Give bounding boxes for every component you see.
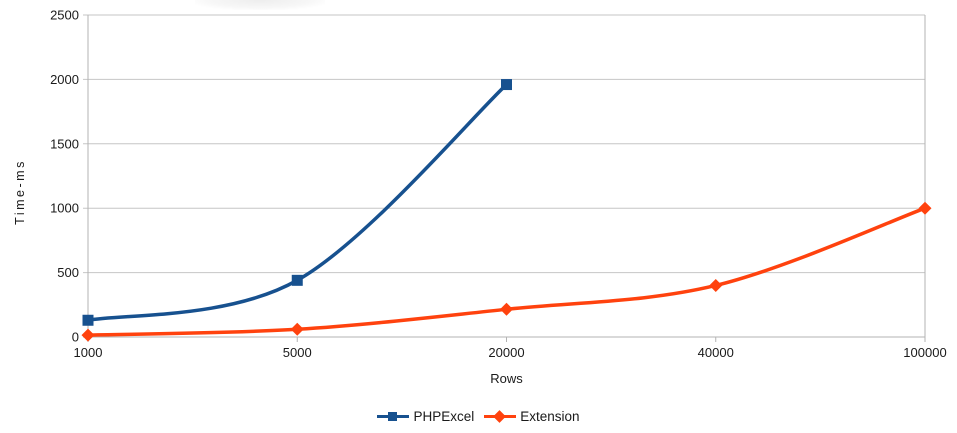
y-axis-title: Time-ms xyxy=(13,159,27,225)
series-line-extension xyxy=(86,206,927,337)
legend-marker-extension-icon xyxy=(484,409,517,423)
legend-item-extension: Extension xyxy=(484,408,580,424)
y-tick-label: 2500 xyxy=(50,8,79,23)
legend-square-icon xyxy=(388,411,398,421)
x-tick-label: 40000 xyxy=(698,345,734,360)
marker-extension xyxy=(81,328,95,342)
marker-phpexcel xyxy=(501,79,512,91)
y-tick-label: 1500 xyxy=(50,136,79,151)
legend-marker-phpexcel-icon xyxy=(377,410,410,423)
legend-item-phpexcel: PHPExcel xyxy=(377,409,474,424)
y-tick-label: 1000 xyxy=(50,201,79,216)
x-tick-label: 5000 xyxy=(283,345,312,360)
x-tick-label: 1000 xyxy=(74,345,103,360)
y-tick-label: 0 xyxy=(72,330,79,345)
y-tick-label: 500 xyxy=(57,265,79,280)
marker-extension xyxy=(500,302,513,316)
marker-phpexcel xyxy=(291,274,303,286)
marker-extension xyxy=(709,278,723,292)
y-tick-label: 2000 xyxy=(50,72,79,87)
x-axis-title: Rows xyxy=(490,371,523,386)
legend-label-phpexcel: PHPExcel xyxy=(413,408,475,424)
marker-phpexcel xyxy=(82,314,94,326)
legend-label-extension: Extension xyxy=(520,408,580,424)
marker-extension xyxy=(918,201,932,215)
legend-diamond-icon xyxy=(493,409,507,423)
x-tick-label: 20000 xyxy=(488,345,524,360)
series-line-phpexcel xyxy=(86,82,509,323)
marker-extension xyxy=(290,322,304,336)
legend: PHPExcel Extension xyxy=(0,405,957,427)
x-tick-label: 100000 xyxy=(903,345,946,360)
